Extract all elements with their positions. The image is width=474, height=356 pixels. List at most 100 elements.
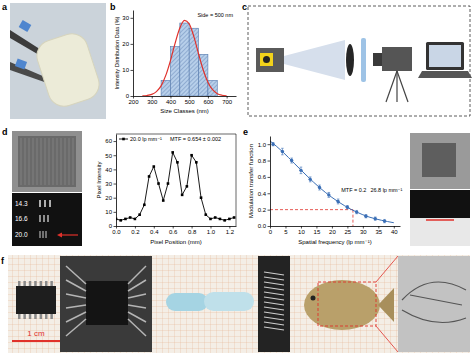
- point: [355, 210, 358, 213]
- zoom-box: [318, 282, 376, 326]
- target-stripe: [52, 138, 53, 185]
- plot-area: [116, 151, 235, 222]
- spring-coil: [264, 287, 284, 290]
- tick-label: 0.0: [112, 229, 121, 235]
- tick-label: 0.6: [258, 174, 267, 180]
- sample: [346, 44, 354, 76]
- schematic-frame: [248, 6, 470, 116]
- tick-label: 35: [375, 229, 382, 235]
- tick-label: 600: [203, 99, 214, 105]
- marker: [134, 218, 137, 221]
- tick-label: 30: [122, 15, 129, 21]
- chip-lead: [66, 312, 86, 322]
- spring-coil: [264, 297, 284, 300]
- spring-coil: [264, 322, 284, 325]
- mtf-chart: 05101520253035400.00.20.40.60.81.0Spatia…: [248, 137, 403, 246]
- annotation: Side = 500 nm: [197, 12, 233, 18]
- marker: [190, 154, 193, 157]
- frame: [116, 134, 236, 135]
- target-stripe: [20, 138, 21, 185]
- tick: 50: [105, 153, 116, 159]
- tripod-leg: [386, 71, 397, 102]
- tick: 5: [284, 226, 288, 235]
- error-bar-cap: [290, 158, 293, 159]
- tick-label: 1.2: [226, 229, 235, 235]
- tick-label: 0.2: [258, 207, 267, 213]
- chip-pin: [50, 281, 53, 286]
- error-bar-cap: [281, 154, 284, 155]
- point: [364, 214, 367, 217]
- tick: 0: [126, 93, 133, 99]
- target-arrow: [60, 234, 78, 235]
- tick: 35: [375, 226, 382, 235]
- error-bar: [337, 199, 340, 204]
- line-chart: 0.00.20.40.60.81.01.20102030405060Pixel …: [96, 134, 237, 245]
- tick-mark: [268, 144, 271, 145]
- target-bar: [44, 200, 46, 207]
- x-axis-title: Size Classes (nm): [160, 108, 209, 114]
- tick-label: 1.0: [258, 142, 267, 148]
- tick-mark: [268, 210, 271, 211]
- tick-mark: [229, 226, 230, 229]
- tick-label: 0: [126, 93, 130, 99]
- chip-lead: [66, 294, 86, 298]
- tick: 60: [105, 138, 116, 144]
- tick-mark: [135, 226, 136, 229]
- error-bar: [290, 158, 293, 163]
- tick-label: 10: [298, 229, 305, 235]
- tick: 40: [105, 167, 116, 173]
- camera-lens: [373, 53, 382, 66]
- error-bar-cap: [337, 203, 340, 204]
- y-axis-line: [270, 137, 271, 227]
- target-bar: [39, 215, 40, 222]
- error-bar-cap: [290, 163, 293, 164]
- tick-mark: [154, 226, 155, 229]
- tick: 0.8: [188, 226, 197, 235]
- tick: 500: [185, 96, 196, 105]
- tick-label: 20: [105, 195, 112, 201]
- error-bar: [318, 185, 321, 190]
- tick-mark: [285, 226, 286, 229]
- tick-mark: [363, 226, 364, 229]
- target-label: 20.0: [15, 231, 28, 238]
- point: [318, 186, 321, 189]
- target-label: 16.6: [15, 215, 28, 222]
- tick: 0.8: [258, 158, 270, 164]
- error-bar: [309, 177, 312, 182]
- tick-mark: [301, 226, 302, 229]
- scintillator: [361, 38, 366, 82]
- tick-label: 20: [329, 229, 336, 235]
- point: [327, 193, 330, 196]
- tick: 1.0: [258, 142, 270, 148]
- target-arrow-head: [57, 233, 62, 238]
- target-stripe: [44, 138, 45, 185]
- spring-coil: [264, 272, 284, 275]
- tick-label: 300: [147, 99, 158, 105]
- tick: 20: [122, 41, 133, 47]
- tick-label: 40: [391, 229, 398, 235]
- tick: 600: [203, 96, 214, 105]
- target-bar: [40, 231, 41, 238]
- marker: [124, 218, 127, 221]
- tick: 1.2: [226, 226, 235, 235]
- tick-label: 0.0: [258, 223, 267, 229]
- spring-radiograph: [258, 256, 290, 352]
- tick-mark: [208, 96, 209, 99]
- radiation-symbol: [263, 56, 270, 63]
- error-bar-cap: [300, 167, 303, 168]
- tick: 0: [269, 226, 273, 235]
- spring-coil: [264, 302, 284, 305]
- fit-curve: [142, 20, 226, 95]
- fish-radiograph: [398, 256, 470, 352]
- error-bar: [365, 215, 368, 218]
- marker: [209, 218, 212, 221]
- tick-label: 40: [105, 167, 112, 173]
- legend: 20.0 lp mm⁻¹MTF = 0.654 ± 0.002: [119, 136, 221, 142]
- chip-pin: [40, 281, 43, 286]
- error-bar-cap: [318, 185, 321, 186]
- tick: 0.0: [258, 223, 270, 229]
- error-bar-cap: [281, 148, 284, 149]
- capsule-body: [204, 292, 254, 311]
- tick-mark: [347, 226, 348, 229]
- chip-pin: [34, 281, 37, 286]
